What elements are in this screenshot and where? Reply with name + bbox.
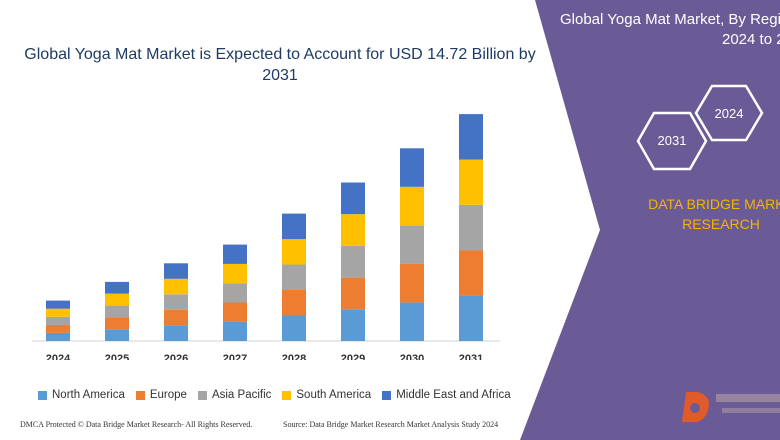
hex-label-2031: 2031 — [658, 133, 687, 148]
bar-2024-europe — [46, 324, 70, 333]
bar-2024-north-america — [46, 332, 70, 341]
bar-2029-middle-east-and-africa — [341, 182, 365, 215]
legend-swatch — [197, 390, 207, 400]
logo-eye — [690, 403, 700, 413]
x-tick-2024: 2024 — [46, 353, 71, 360]
chart-title: Global Yoga Mat Market is Expected to Ac… — [24, 46, 536, 84]
bar-2025-asia-pacific — [105, 305, 129, 318]
bar-2026-south-america — [164, 278, 188, 295]
legend-item-europe: Europe — [135, 389, 187, 401]
legend-label: South America — [296, 389, 372, 401]
legend-swatch — [282, 390, 292, 400]
bar-2025-north-america — [105, 329, 129, 341]
bar-2026-north-america — [164, 325, 188, 341]
bar-2030-south-america — [400, 186, 424, 226]
brand-line1: DATA BRIDGE MARKE — [648, 196, 780, 212]
legend: North America Europe Asia Pacific South Ame… — [38, 389, 522, 401]
bar-2025-middle-east-and-africa — [105, 281, 129, 294]
bar-2030-north-america — [400, 302, 424, 341]
legend-swatch — [382, 390, 392, 400]
hex-label-2024: 2024 — [715, 106, 744, 121]
x-tick-2030: 2030 — [400, 353, 424, 360]
x-tick-2031: 2031 — [459, 353, 483, 360]
bar-2028-middle-east-and-africa — [282, 213, 306, 240]
bar-2029-europe — [341, 277, 365, 310]
right-title-line2: 2024 to 2 — [722, 31, 780, 48]
bar-2024-asia-pacific — [46, 316, 70, 325]
bar-2028-asia-pacific — [282, 264, 306, 290]
legend-item-middle-east-and-africa: Middle East and Africa — [382, 389, 511, 401]
x-tick-2029: 2029 — [341, 353, 365, 360]
bar-2025-europe — [105, 317, 129, 330]
bar-2024-south-america — [46, 308, 70, 317]
hexagon-2024 — [694, 84, 764, 142]
bar-2026-asia-pacific — [164, 294, 188, 310]
legend-item-south-america: South America — [282, 389, 371, 401]
x-tick-2027: 2027 — [223, 353, 247, 360]
bar-2031-europe — [459, 250, 483, 296]
bar-2030-middle-east-and-africa — [400, 148, 424, 187]
logo-mark — [682, 392, 709, 423]
footer-source: Source: Data Bridge Market Research Mark… — [283, 420, 499, 429]
bar-2031-asia-pacific — [459, 204, 483, 251]
brand-name: DATA BRIDGE MARKE RESEARCH — [636, 194, 780, 234]
legend-label: North America — [52, 389, 125, 401]
logo-wordmark — [716, 394, 780, 402]
x-tick-2026: 2026 — [164, 353, 188, 360]
bar-2029-south-america — [341, 214, 365, 246]
legend-label: Asia Pacific — [211, 389, 272, 401]
bar-2028-north-america — [282, 315, 306, 341]
footer-copyright: DMCA Protected © Data Bridge Market Rese… — [20, 420, 253, 429]
right-panel-title: Global Yoga Mat Market, By Regi 2024 to … — [560, 10, 780, 50]
bar-2029-asia-pacific — [341, 245, 365, 278]
legend-item-asia-pacific: Asia Pacific — [197, 389, 272, 401]
bar-2028-europe — [282, 290, 306, 316]
dbmr-logo — [682, 392, 780, 423]
bar-2027-europe — [223, 302, 247, 322]
bar-2028-south-america — [282, 239, 306, 265]
bar-2025-south-america — [105, 293, 129, 306]
legend-label: Europe — [149, 389, 187, 401]
hexagon-2031 — [636, 111, 708, 171]
bar-2030-europe — [400, 263, 424, 303]
x-tick-2028: 2028 — [282, 353, 306, 360]
bar-2031-middle-east-and-africa — [459, 114, 483, 160]
bar-2027-asia-pacific — [223, 283, 247, 303]
logo-tagline — [722, 408, 780, 413]
bar-2024-middle-east-and-africa — [46, 300, 70, 309]
bar-2026-middle-east-and-africa — [164, 263, 188, 279]
stacked-bar-chart: 2024 2025 2026 2027 2028 2029 2030 2031 — [32, 114, 500, 360]
legend-label: Middle East and Africa — [396, 389, 511, 401]
bar-2031-north-america — [459, 295, 483, 341]
bar-2030-asia-pacific — [400, 225, 424, 264]
bar-2027-south-america — [223, 263, 247, 284]
bar-2027-north-america — [223, 321, 247, 341]
legend-swatch — [38, 390, 47, 400]
x-tick-2025: 2025 — [105, 353, 129, 360]
legend-item-north-america: North America — [38, 389, 125, 401]
bar-2029-north-america — [341, 309, 365, 341]
brand-line2: RESEARCH — [682, 216, 760, 232]
bar-2026-europe — [164, 309, 188, 326]
bar-2027-middle-east-and-africa — [223, 244, 247, 264]
bar-2031-south-america — [459, 159, 483, 205]
legend-swatch — [135, 390, 145, 400]
right-title-line1: Global Yoga Mat Market, By Regi — [560, 11, 780, 28]
